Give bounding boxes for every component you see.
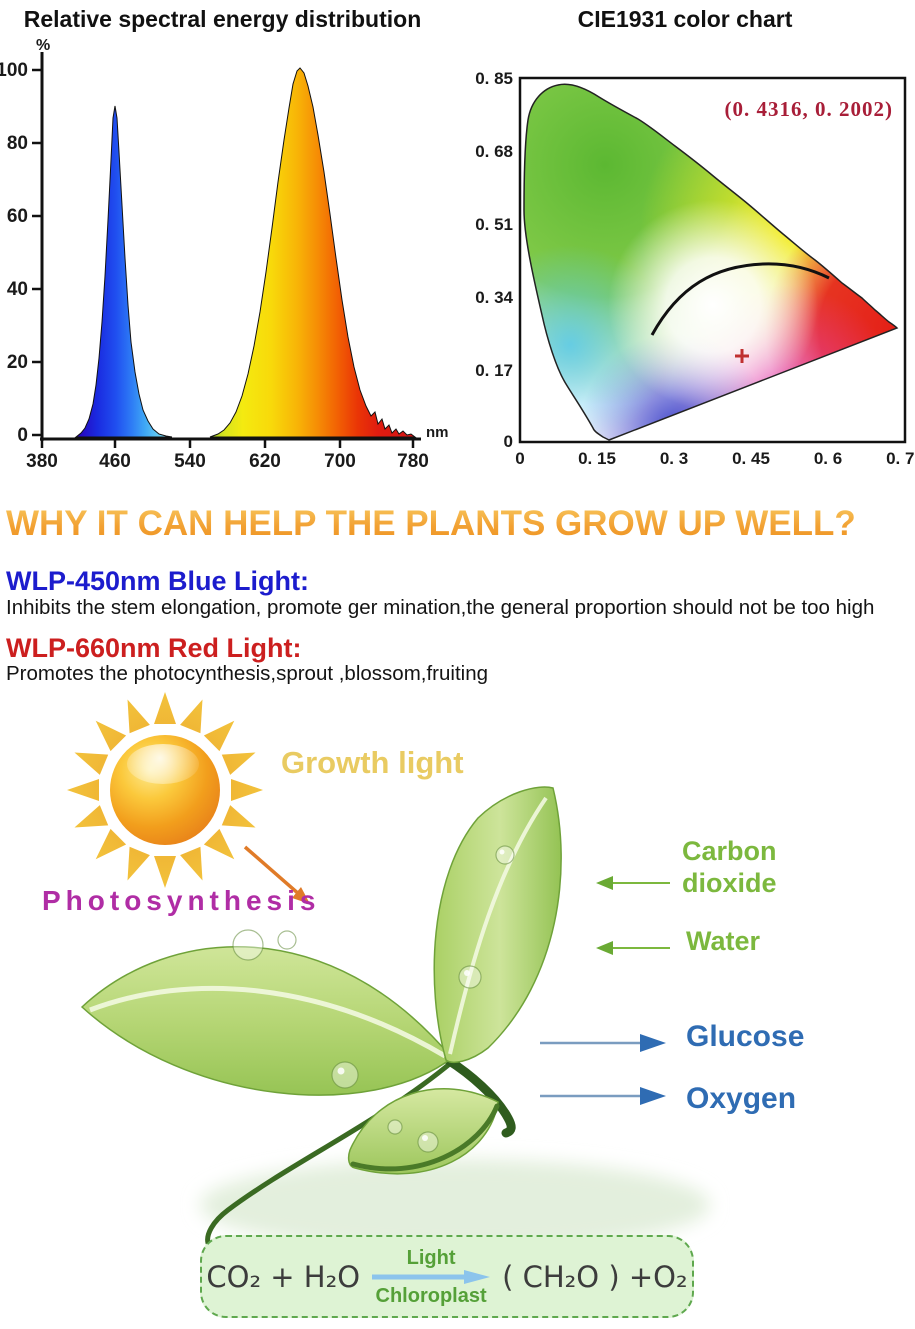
carbon-dioxide-label: Carbon dioxide <box>682 836 777 898</box>
spectral-chart-title: Relative spectral energy distribution <box>23 6 422 32</box>
cie-y-tick: 0. 34 <box>475 288 513 307</box>
spectral-chart-plot: 100 80 60 40 20 0 380 460 540 620 700 78… <box>0 37 449 472</box>
growth-light-label: Growth light <box>281 745 464 780</box>
cie-chart: (0. 4316, 0. 2002) 0. 85 0. 68 0. 51 0. … <box>455 0 915 480</box>
glucose-arrow <box>540 1034 666 1052</box>
spectral-x-unit: nm <box>426 424 449 441</box>
leaf-bottom <box>347 1088 500 1175</box>
cie-y-tick: 0 <box>504 432 513 451</box>
cie-gamut-outline <box>523 83 899 441</box>
cie-chart-plot: (0. 4316, 0. 2002) 0. 85 0. 68 0. 51 0. … <box>475 69 915 468</box>
cie-x-tick: 0. 3 <box>660 449 688 468</box>
cie-y-tick: 0. 68 <box>475 142 513 161</box>
spectral-tick-marks <box>32 68 415 448</box>
photosynthesis-label: Photosynthesis <box>42 885 321 916</box>
blue-light-title: WLP-450nm Blue Light: <box>6 566 309 596</box>
section-heading: WHY IT CAN HELP THE PLANTS GROW UP WELL? <box>6 504 906 544</box>
cie-y-tick: 0. 17 <box>475 361 513 380</box>
stem-right <box>443 1055 516 1138</box>
spectral-blue-peak <box>74 105 173 438</box>
water-label: Water <box>686 926 761 956</box>
equation-condition-bottom: Chloroplast <box>375 1284 487 1307</box>
carbon-dioxide-arrow <box>596 876 670 890</box>
blue-light-desc: Inhibits the stem elongation, promote ge… <box>6 596 875 619</box>
cie-point-marker <box>735 349 749 363</box>
cie-x-tick: 0. 45 <box>732 449 770 468</box>
red-light-title: WLP-660nm Red Light: <box>6 633 302 663</box>
equation-condition: Light Chloroplast <box>370 1247 492 1307</box>
equation-products: ( CH₂O ) +O₂ <box>502 1259 688 1294</box>
spectral-x-tick: 540 <box>174 451 206 472</box>
photosynthesis-diagram: Growth light Photosynthesis Carbon dioxi… <box>0 690 915 1329</box>
spectral-y-tick: 100 <box>0 60 28 81</box>
cie-chart-title: CIE1931 color chart <box>577 6 793 32</box>
photosynthesis-equation-box: CO₂ + H₂O Light Chloroplast ( CH₂O ) +O₂ <box>200 1235 694 1318</box>
cie-point-label: (0. 4316, 0. 2002) <box>725 97 894 121</box>
spectral-red-peak <box>209 67 417 438</box>
spectral-y-tick: 80 <box>7 133 28 154</box>
equation-reactants: CO₂ + H₂O <box>206 1259 361 1294</box>
spectral-x-tick: 780 <box>397 451 429 472</box>
planckian-locus <box>650 262 830 336</box>
red-light-desc: Promotes the photocynthesis,sprout ,blos… <box>6 662 488 685</box>
spectral-y-tick: 20 <box>7 352 28 373</box>
spectral-chart: 100 80 60 40 20 0 380 460 540 620 700 78… <box>0 0 455 480</box>
spectral-x-tick: 700 <box>324 451 356 472</box>
spectral-y-tick: 40 <box>7 279 28 300</box>
cie-y-tick: 0. 51 <box>475 215 513 234</box>
spectral-y-tick: 60 <box>7 206 28 227</box>
cie-y-tick: 0. 85 <box>475 69 513 88</box>
oxygen-label: Oxygen <box>686 1082 797 1115</box>
spectral-x-tick: 380 <box>26 451 58 472</box>
spectral-y-unit: % <box>36 37 50 54</box>
cie-x-tick: 0. 75 <box>886 449 915 468</box>
spectral-x-tick: 460 <box>99 451 131 472</box>
glucose-label: Glucose <box>686 1020 805 1053</box>
reaction-arrow-icon <box>372 1269 491 1284</box>
spectral-x-tick: 620 <box>249 451 281 472</box>
photosynthesis-illustration <box>67 692 710 1251</box>
sunlight-arrow <box>243 845 310 904</box>
cie-x-tick: 0. 15 <box>578 449 616 468</box>
leaf-left <box>80 945 454 1096</box>
equation-condition-top: Light <box>406 1246 456 1269</box>
oxygen-arrow <box>540 1087 666 1105</box>
cie-x-tick: 0 <box>515 449 524 468</box>
spectral-y-tick: 0 <box>17 425 28 446</box>
leaf-top-right <box>433 786 562 1063</box>
sun-icon <box>67 692 263 888</box>
plant-shadow <box>200 1159 710 1251</box>
water-arrow <box>596 941 670 955</box>
cie-x-tick: 0. 6 <box>814 449 842 468</box>
droplet-highlight <box>239 849 505 1141</box>
